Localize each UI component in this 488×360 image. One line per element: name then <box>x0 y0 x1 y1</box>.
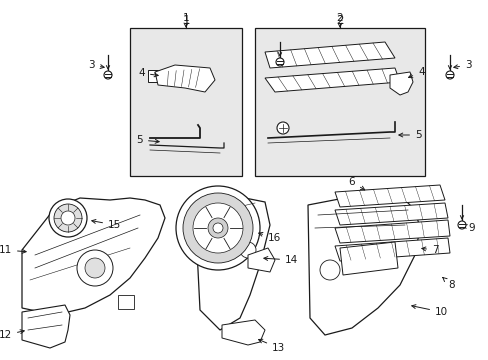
Text: 1: 1 <box>183 13 189 27</box>
Text: 4: 4 <box>138 68 158 78</box>
Circle shape <box>207 218 227 238</box>
Polygon shape <box>264 42 394 68</box>
Polygon shape <box>264 68 399 92</box>
Text: 2: 2 <box>336 13 343 27</box>
Polygon shape <box>148 70 160 82</box>
Ellipse shape <box>54 204 82 232</box>
Text: 15: 15 <box>92 220 121 230</box>
Text: 3: 3 <box>453 60 470 70</box>
Text: 6: 6 <box>348 177 364 190</box>
Text: 1: 1 <box>182 13 189 27</box>
Polygon shape <box>22 198 164 315</box>
Polygon shape <box>334 238 449 261</box>
Circle shape <box>85 258 105 278</box>
Polygon shape <box>222 320 264 345</box>
Circle shape <box>240 242 256 258</box>
Circle shape <box>104 71 112 79</box>
Circle shape <box>276 122 288 134</box>
Text: 3: 3 <box>88 60 104 70</box>
Text: 13: 13 <box>258 339 285 353</box>
Text: 2: 2 <box>336 13 343 27</box>
Circle shape <box>275 58 284 66</box>
Text: 5: 5 <box>398 130 421 140</box>
Bar <box>254 28 424 176</box>
Text: 12: 12 <box>0 330 24 340</box>
Circle shape <box>445 71 453 79</box>
Text: 8: 8 <box>442 278 454 290</box>
Polygon shape <box>307 195 419 335</box>
Text: 10: 10 <box>411 305 447 317</box>
Polygon shape <box>247 248 274 272</box>
Polygon shape <box>195 198 269 330</box>
Ellipse shape <box>49 199 87 237</box>
Bar <box>130 28 242 176</box>
Circle shape <box>176 186 260 270</box>
Text: 9: 9 <box>462 223 474 233</box>
Circle shape <box>183 193 252 263</box>
Polygon shape <box>155 65 215 92</box>
Text: 14: 14 <box>264 255 298 265</box>
Ellipse shape <box>61 211 75 225</box>
Circle shape <box>457 221 465 229</box>
Polygon shape <box>22 305 70 348</box>
Text: 7: 7 <box>421 245 438 255</box>
Bar <box>118 295 134 309</box>
Circle shape <box>319 260 339 280</box>
Polygon shape <box>389 72 412 95</box>
Circle shape <box>213 223 223 233</box>
Circle shape <box>77 250 113 286</box>
Text: 16: 16 <box>258 233 281 243</box>
Text: 4: 4 <box>407 67 424 78</box>
Text: 11: 11 <box>0 245 26 255</box>
Polygon shape <box>334 185 444 207</box>
Polygon shape <box>334 203 447 225</box>
Circle shape <box>193 203 243 253</box>
Polygon shape <box>339 242 397 275</box>
Text: 5: 5 <box>136 135 159 145</box>
Polygon shape <box>334 220 449 243</box>
